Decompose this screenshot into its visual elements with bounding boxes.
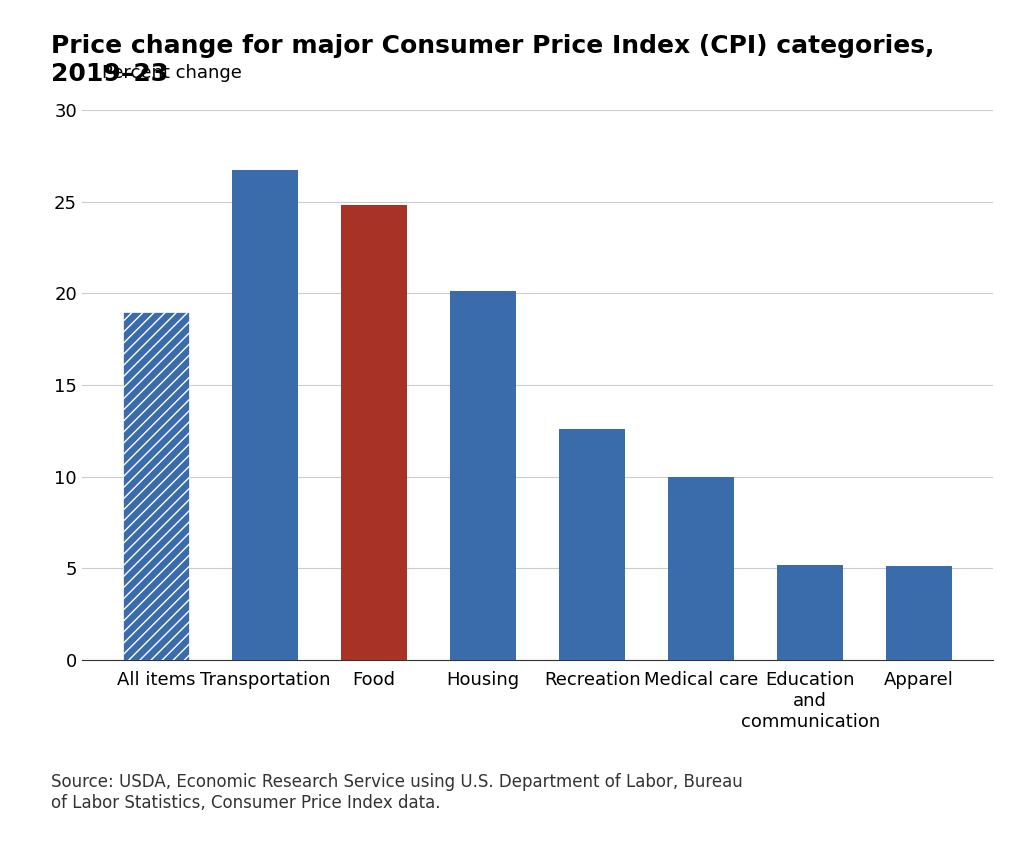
Bar [777,564,843,660]
Bar [669,476,734,660]
Bar [123,311,188,660]
Bar [341,206,407,660]
Text: Price change for major Consumer Price Index (CPI) categories, 2019–23: Price change for major Consumer Price In… [51,34,935,85]
Bar [559,429,625,660]
Text: Percent change: Percent change [101,64,242,83]
Bar [887,567,952,660]
Bar [232,171,298,660]
Bar [451,291,516,660]
Text: Source: USDA, Economic Research Service using U.S. Department of Labor, Bureau
o: Source: USDA, Economic Research Service … [51,773,743,812]
